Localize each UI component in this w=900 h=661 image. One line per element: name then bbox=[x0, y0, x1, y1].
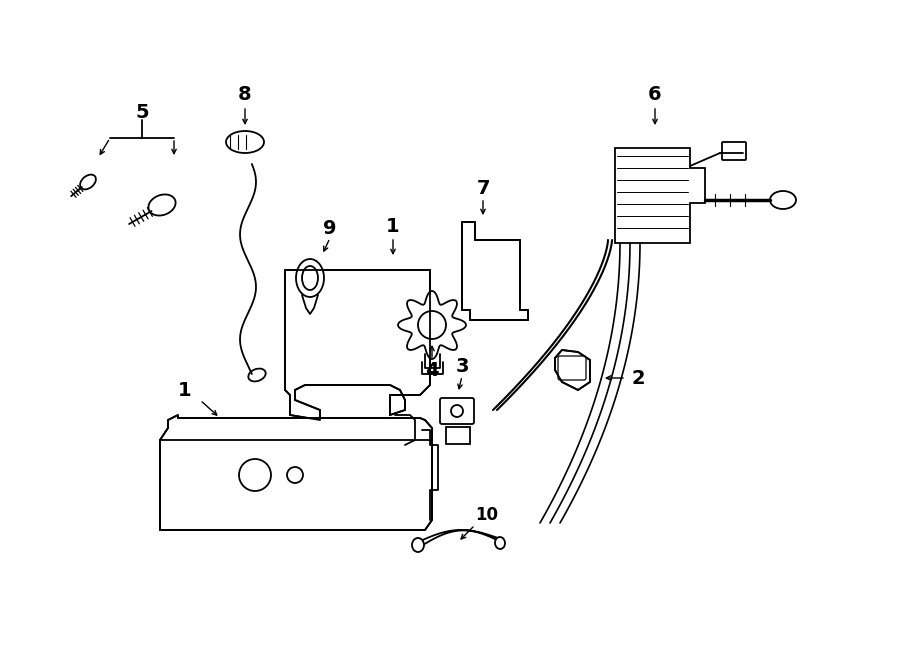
Ellipse shape bbox=[248, 369, 266, 381]
Text: 1: 1 bbox=[386, 217, 400, 237]
Circle shape bbox=[239, 459, 271, 491]
Text: 5: 5 bbox=[135, 102, 148, 122]
FancyBboxPatch shape bbox=[446, 427, 470, 444]
Text: 6: 6 bbox=[648, 85, 662, 104]
Ellipse shape bbox=[302, 266, 318, 290]
Polygon shape bbox=[555, 350, 590, 390]
Ellipse shape bbox=[148, 194, 176, 215]
Text: 1: 1 bbox=[178, 381, 192, 399]
Circle shape bbox=[287, 467, 303, 483]
Text: 3: 3 bbox=[455, 356, 469, 375]
Circle shape bbox=[418, 311, 446, 339]
Polygon shape bbox=[398, 291, 466, 359]
Ellipse shape bbox=[296, 259, 324, 297]
Text: 4: 4 bbox=[425, 360, 439, 379]
FancyBboxPatch shape bbox=[722, 142, 746, 160]
Polygon shape bbox=[462, 222, 528, 320]
Text: 8: 8 bbox=[238, 85, 252, 104]
Ellipse shape bbox=[226, 131, 264, 153]
Text: 9: 9 bbox=[323, 219, 337, 237]
Circle shape bbox=[451, 405, 463, 417]
Ellipse shape bbox=[495, 537, 505, 549]
Polygon shape bbox=[285, 270, 430, 420]
Ellipse shape bbox=[770, 191, 796, 209]
Text: 7: 7 bbox=[476, 178, 490, 198]
Polygon shape bbox=[418, 530, 503, 548]
Text: 2: 2 bbox=[631, 368, 644, 387]
FancyBboxPatch shape bbox=[558, 356, 586, 380]
Ellipse shape bbox=[412, 538, 424, 552]
Polygon shape bbox=[160, 415, 432, 530]
Ellipse shape bbox=[80, 175, 96, 190]
Text: 10: 10 bbox=[475, 506, 499, 524]
Polygon shape bbox=[615, 148, 705, 243]
FancyBboxPatch shape bbox=[440, 398, 474, 424]
